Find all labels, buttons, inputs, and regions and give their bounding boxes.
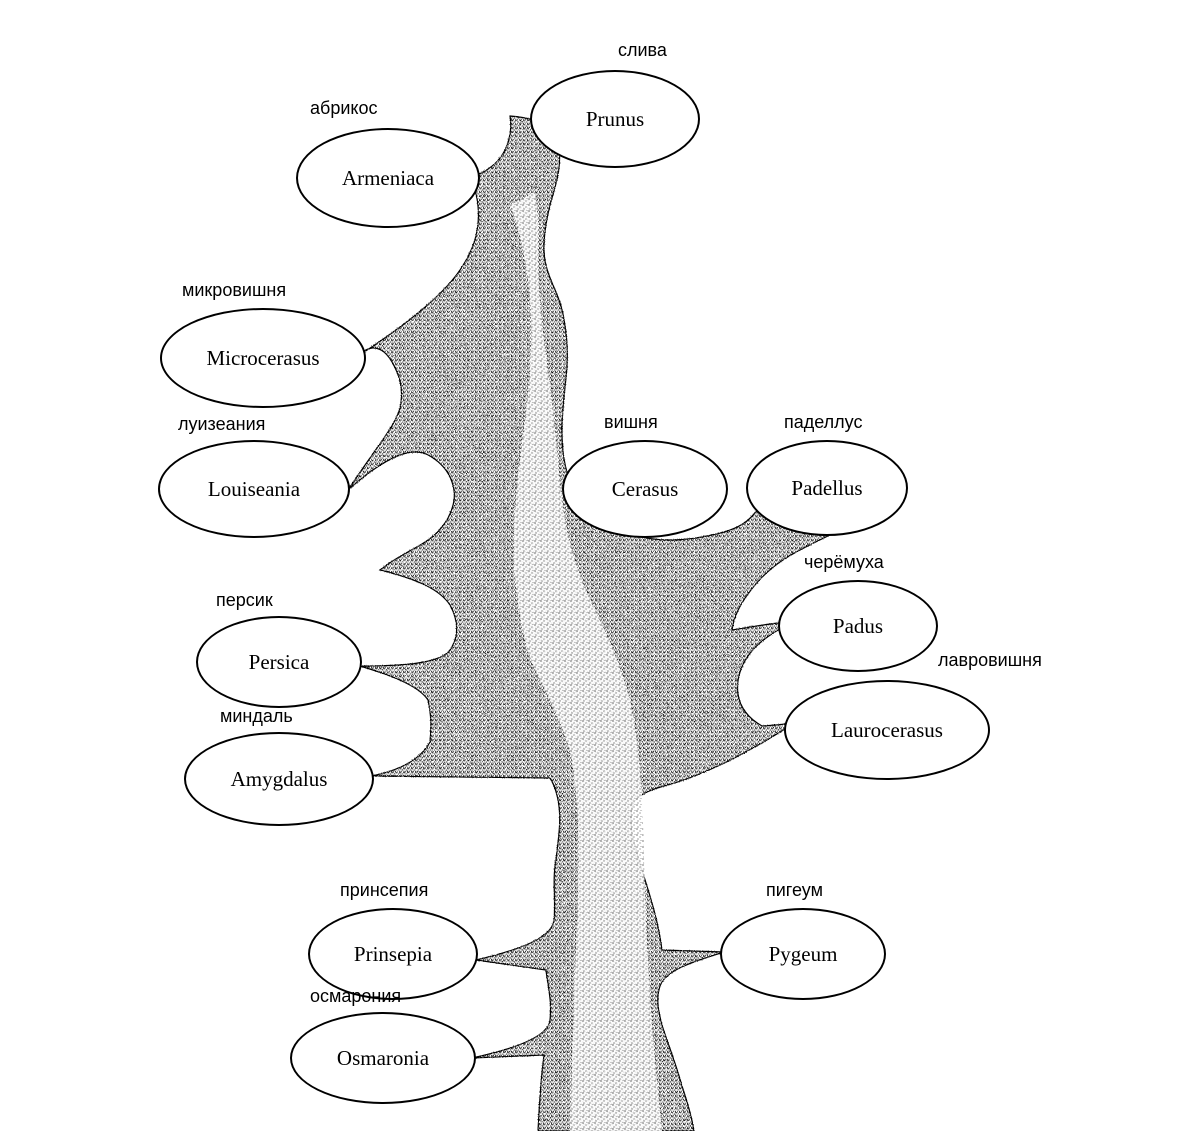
node-latin-cerasus: Cerasus <box>612 477 679 502</box>
node-latin-armeniaca: Armeniaca <box>342 166 434 191</box>
node-louiseania: Louiseania <box>158 440 350 538</box>
node-latin-padellus: Padellus <box>791 476 862 501</box>
label-armeniaca: абрикос <box>310 98 377 119</box>
label-cerasus: вишня <box>604 412 658 433</box>
node-latin-prinsepia: Prinsepia <box>354 942 432 967</box>
node-amygdalus: Amygdalus <box>184 732 374 826</box>
node-latin-amygdalus: Amygdalus <box>231 767 328 792</box>
phylogenetic-tree-diagram: Prunus слива Armeniaca абрикос Microcera… <box>0 0 1200 1131</box>
label-louiseania: луизеания <box>178 414 265 435</box>
node-padus: Padus <box>778 580 938 672</box>
node-latin-laurocerasus: Laurocerasus <box>831 718 943 743</box>
tree-trunk-svg <box>0 0 1200 1131</box>
label-amygdalus: миндаль <box>220 706 293 727</box>
label-persica: персик <box>216 590 273 611</box>
node-latin-microcerasus: Microcerasus <box>206 346 319 371</box>
label-prunus: слива <box>618 40 667 61</box>
label-osmaronia: осмарония <box>310 986 401 1007</box>
label-prinsepia: принсепия <box>340 880 428 901</box>
node-laurocerasus: Laurocerasus <box>784 680 990 780</box>
node-persica: Persica <box>196 616 362 708</box>
node-armeniaca: Armeniaca <box>296 128 480 228</box>
label-laurocerasus: лавровишня <box>938 650 1042 671</box>
node-latin-persica: Persica <box>249 650 310 675</box>
node-latin-padus: Padus <box>833 614 883 639</box>
node-osmaronia: Osmaronia <box>290 1012 476 1104</box>
label-microcerasus: микровишня <box>182 280 286 301</box>
node-microcerasus: Microcerasus <box>160 308 366 408</box>
node-cerasus: Cerasus <box>562 440 728 538</box>
node-prunus: Prunus <box>530 70 700 168</box>
node-latin-pygeum: Pygeum <box>769 942 838 967</box>
label-padus: черёмуха <box>804 552 884 573</box>
node-padellus: Padellus <box>746 440 908 536</box>
label-pygeum: пигеум <box>766 880 823 901</box>
node-pygeum: Pygeum <box>720 908 886 1000</box>
label-padellus: паделлус <box>784 412 862 433</box>
node-latin-louiseania: Louiseania <box>208 477 300 502</box>
node-latin-prunus: Prunus <box>586 107 644 132</box>
node-latin-osmaronia: Osmaronia <box>337 1046 429 1071</box>
